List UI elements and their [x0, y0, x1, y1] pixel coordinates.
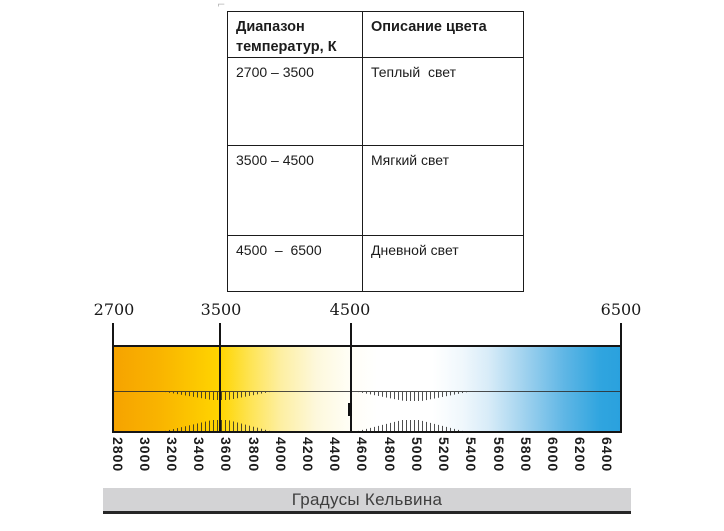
header-range: Диапазон температур, К	[227, 11, 363, 58]
cell-range: 2700 – 3500	[227, 57, 363, 146]
scale-label-3500: 3500	[200, 300, 242, 319]
kelvin-label-6200: 6200	[572, 437, 589, 473]
cell-range: 3500 – 4500	[227, 145, 363, 236]
cell-range: 4500 – 6500	[227, 235, 363, 292]
tick-comb-bottom-left	[165, 420, 270, 431]
scale-label-6500: 6500	[600, 300, 642, 319]
kelvin-label-4000: 4000	[272, 437, 289, 473]
kelvin-label-3200: 3200	[163, 437, 180, 473]
scale-tick-4500	[350, 323, 352, 345]
kelvin-gradient-bar	[112, 345, 622, 433]
kelvin-label-5400: 5400	[463, 437, 480, 473]
kelvin-label-6000: 6000	[545, 437, 562, 473]
ink-blob-mark	[348, 403, 352, 416]
kelvin-label-2800: 2800	[109, 437, 126, 473]
scan-artifact-mark: ⌐	[217, 0, 226, 11]
cell-description: Мягкий свет	[362, 145, 524, 236]
kelvin-label-5200: 5200	[436, 437, 453, 473]
color-temperature-table: Диапазон температур, К Описание цвета 27…	[227, 11, 524, 292]
kelvin-label-4400: 4400	[327, 437, 344, 473]
tick-comb-midline-left	[165, 392, 270, 400]
scale-label-4500: 4500	[329, 300, 371, 319]
cell-description: Дневной свет	[362, 235, 524, 292]
table-row: 2700 – 3500 Теплый свет	[227, 57, 524, 146]
header-description: Описание цвета	[362, 11, 524, 58]
scale-tick-6500	[620, 323, 622, 345]
kelvin-label-3800: 3800	[245, 437, 262, 473]
footer-label: Градусы Кельвина	[291, 489, 443, 509]
kelvin-label-3400: 3400	[191, 437, 208, 473]
bar-midline	[114, 391, 620, 393]
scale-label-2700: 2700	[93, 300, 135, 319]
kelvin-label-4800: 4800	[381, 437, 398, 473]
tick-comb-midline-right	[358, 392, 468, 401]
table-row: 3500 – 4500 Мягкий свет	[227, 145, 524, 236]
kelvin-footer-bar: Градусы Кельвина	[103, 488, 631, 514]
kelvin-label-4200: 4200	[300, 437, 317, 473]
kelvin-label-5000: 5000	[408, 437, 425, 473]
kelvin-label-5800: 5800	[517, 437, 534, 473]
kelvin-label-4600: 4600	[354, 437, 371, 473]
scale-tick-3500	[219, 323, 221, 345]
cell-description: Теплый свет	[362, 57, 524, 146]
kelvin-label-6400: 6400	[599, 437, 616, 473]
kelvin-label-3000: 3000	[136, 437, 153, 473]
boundary-line-3500	[219, 347, 221, 431]
table-header-row: Диапазон температур, К Описание цвета	[227, 11, 524, 58]
kelvin-label-5600: 5600	[490, 437, 507, 473]
kelvin-label-3600: 3600	[218, 437, 235, 473]
scale-tick-2700	[112, 323, 114, 345]
tick-comb-bottom-right	[358, 420, 463, 431]
boundary-line-4500	[350, 347, 352, 431]
table-row: 4500 – 6500 Дневной свет	[227, 235, 524, 292]
